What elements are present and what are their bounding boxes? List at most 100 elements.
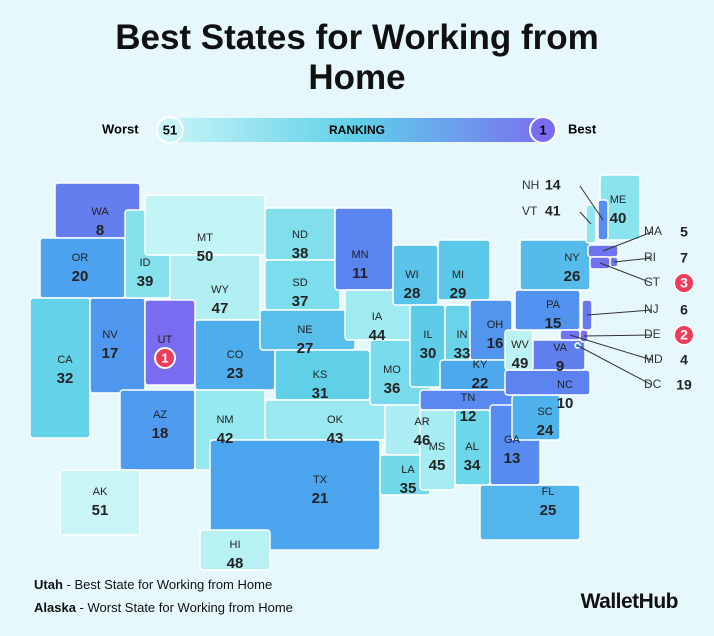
state-code: AZ	[153, 409, 167, 421]
state-code: NH	[522, 178, 539, 192]
legend-bar	[160, 118, 555, 142]
state-rank: 33	[454, 345, 471, 362]
state-rank: 12	[460, 408, 477, 425]
state-rank: 28	[404, 285, 421, 302]
state-code: IA	[372, 311, 383, 323]
state-code: PA	[546, 299, 561, 311]
state-code: AL	[465, 441, 478, 453]
state-rank: 45	[429, 457, 446, 474]
state-rank: 15	[545, 315, 562, 332]
state-rank: 30	[420, 345, 437, 362]
legend-worst-badge	[156, 116, 184, 144]
state-rank: 23	[227, 365, 244, 382]
state-shape	[29, 297, 91, 439]
state-code: NY	[564, 252, 580, 264]
leader-line	[602, 231, 653, 252]
state-code: NJ	[644, 302, 659, 316]
state-code: OH	[487, 319, 504, 331]
state-rank: 49	[512, 355, 529, 372]
leader-line	[583, 334, 653, 337]
state-code: NM	[216, 414, 233, 426]
title: Best States for Working from Home	[115, 18, 599, 97]
state-rank: 20	[72, 268, 89, 285]
state-code: WY	[211, 284, 229, 296]
state-code: TN	[461, 392, 476, 404]
state-code: OR	[72, 252, 89, 264]
state-code: RI	[644, 250, 656, 264]
footnote-state: Utah	[34, 577, 63, 592]
state-code: HI	[230, 539, 241, 551]
legend-best: Best	[568, 121, 597, 136]
footnote-text: - Best State for Working from Home	[66, 577, 273, 592]
footnote-state: Alaska	[34, 600, 76, 615]
state-shape	[437, 239, 491, 301]
state-code: IL	[423, 329, 432, 341]
state-rank: 21	[312, 490, 329, 507]
state-rank: 6	[680, 302, 688, 318]
state-rank: 41	[545, 203, 561, 219]
state-rank: 18	[152, 425, 169, 442]
state-shape	[479, 484, 581, 541]
state-rank: 24	[537, 422, 554, 439]
legend-worst-rank: 51	[163, 122, 177, 137]
state-rank: 32	[57, 370, 74, 387]
state-rank: 9	[556, 358, 564, 375]
state-rank: 17	[102, 345, 119, 362]
state-rank: 46	[414, 432, 431, 449]
state-rank: 5	[680, 224, 688, 240]
state-code: GA	[504, 434, 521, 446]
state-code: KS	[313, 369, 328, 381]
state-code: WI	[405, 269, 418, 281]
leader-line	[613, 257, 653, 263]
state-rank: 13	[504, 450, 521, 467]
state-code: AR	[414, 416, 429, 428]
state-shape	[144, 194, 266, 256]
state-rank: 26	[564, 268, 581, 285]
state-rank: 27	[297, 340, 314, 357]
state-code: MO	[383, 364, 401, 376]
state-rank: 1	[161, 350, 168, 365]
state-code: VA	[553, 342, 568, 354]
state-code: NC	[557, 379, 573, 391]
state-code: ME	[610, 194, 627, 206]
state-shape	[199, 529, 271, 571]
footnote: Alaska - Worst State for Working from Ho…	[34, 600, 293, 615]
rank-badge	[673, 324, 695, 346]
state-rank: 36	[384, 380, 401, 397]
state-code: KY	[473, 359, 488, 371]
state-code: FL	[542, 486, 555, 498]
state-rank: 22	[472, 375, 489, 392]
state-rank: 11	[352, 265, 368, 282]
state-code: VT	[522, 204, 538, 218]
state-rank: 29	[450, 285, 467, 302]
state-code: IN	[457, 329, 468, 341]
state-rank: 14	[545, 177, 561, 193]
leader-line	[599, 262, 653, 284]
state-rank: 47	[212, 300, 229, 317]
state-rank: 16	[487, 335, 504, 352]
leader-line	[579, 185, 604, 221]
state-rank: 8	[96, 222, 104, 239]
state-rank: 7	[680, 250, 688, 266]
footnote-text: - Worst State for Working from Home	[79, 600, 293, 615]
state-rank: 39	[137, 273, 154, 290]
legend-best-badge	[529, 116, 557, 144]
state-shape	[264, 399, 386, 441]
state-code: DE	[644, 327, 661, 341]
state-code: MI	[452, 269, 464, 281]
legend-worst: Worst	[102, 121, 139, 136]
state-code: UT	[158, 334, 173, 346]
brand: WalletHub	[580, 590, 679, 613]
state-rank: 4	[680, 352, 688, 368]
state-code: NV	[102, 329, 118, 341]
state-code: SC	[537, 406, 552, 418]
state-rank: 34	[464, 457, 481, 474]
state-shape	[59, 469, 141, 536]
state-rank: 31	[312, 385, 329, 402]
state-rank: 50	[197, 248, 214, 265]
state-code: NE	[297, 324, 312, 336]
state-shape	[209, 439, 381, 551]
leader-line	[577, 345, 653, 386]
